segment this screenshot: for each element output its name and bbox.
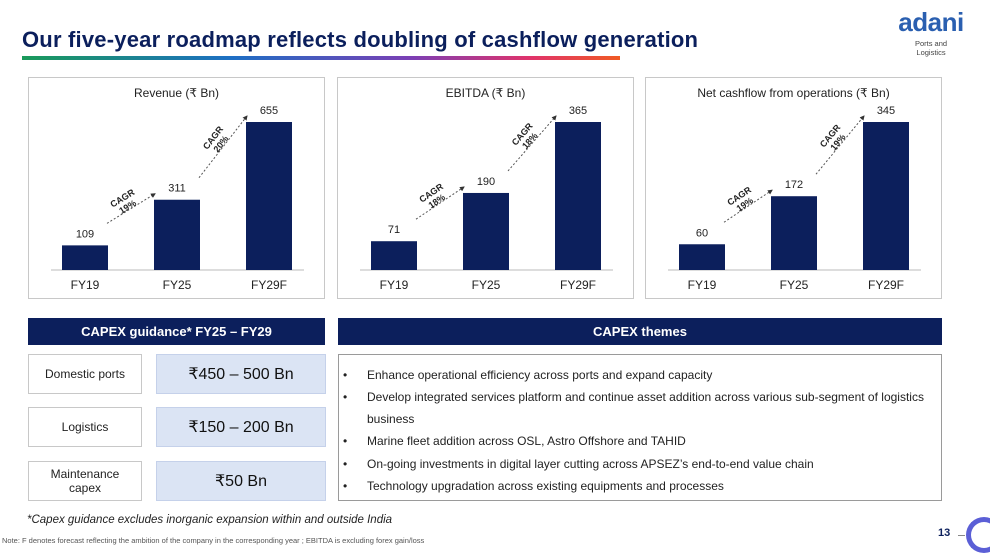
cagr-arrow (198, 115, 248, 179)
x-tick-label: FY25 (472, 278, 501, 292)
data-label: 311 (168, 183, 186, 195)
company-logo: adani Ports and Logistics (890, 8, 972, 57)
divider (958, 535, 965, 536)
bar (463, 192, 509, 270)
bar (62, 245, 108, 270)
capex-guidance-header: CAPEX guidance* FY25 – FY29 (28, 318, 325, 345)
revenue-chart-panel: Revenue (₹ Bn) 109 FY19 311 FY25 655 FY29F CAG… (28, 77, 325, 299)
theme-text: Marine fleet addition across OSL, Astro … (367, 434, 686, 448)
x-tick-label: FY25 (163, 278, 192, 292)
cagr-arrow (507, 115, 557, 172)
data-label: 345 (877, 105, 895, 117)
bullet-icon: • (343, 457, 348, 471)
page-number: 13 (938, 527, 951, 539)
bar (771, 196, 817, 270)
capex-label-domestic-ports: Domestic ports (28, 354, 142, 394)
chart-title: Revenue (₹ Bn) (133, 86, 219, 100)
cagr-label: CAGR19% (818, 122, 851, 156)
bullet-icon: • (343, 479, 348, 493)
cagr-label: CAGR20% (201, 124, 233, 158)
ebitda-chart-panel: EBITDA (₹ Bn) 71 FY19 190 FY25 365 FY29F CAGR1… (337, 77, 634, 299)
chart-title: Net cashflow from operations (₹ Bn) (697, 86, 890, 100)
data-label: 365 (569, 105, 587, 117)
cagr-label: CAGR18% (510, 121, 543, 154)
logo-subtitle-2: Logistics (916, 48, 946, 57)
capex-value-domestic-ports: ₹450 – 500 Bn (156, 354, 326, 394)
data-label: 655 (260, 105, 278, 117)
capex-themes-header: CAPEX themes (338, 318, 942, 345)
data-label: 60 (696, 227, 708, 239)
bullet-icon: • (343, 390, 348, 404)
bullet-icon: • (343, 434, 348, 448)
bar (154, 199, 200, 270)
cagr-arrow (723, 189, 773, 223)
x-tick-label: FY19 (688, 278, 717, 292)
theme-text: On-going investments in digital layer cu… (367, 457, 814, 471)
x-tick-label: FY29F (868, 278, 904, 292)
theme-text: Enhance operational efficiency across po… (367, 368, 713, 382)
forecast-note: Note: F denotes forecast reflecting the … (2, 536, 425, 545)
bar (371, 241, 417, 270)
cagr-arrow (415, 186, 465, 220)
bullet-icon: • (343, 368, 348, 382)
capex-footnote: *Capex guidance excludes inorganic expan… (27, 514, 393, 526)
theme-text: Technology upgradation across existing e… (367, 479, 724, 493)
cashflow-chart-panel: Net cashflow from operations (₹ Bn) 60 FY… (645, 77, 942, 299)
ebitda-chart: 71 FY19 190 FY25 365 FY29F CAGR18% CAGR18% (360, 105, 613, 292)
capex-label-logistics: Logistics (28, 407, 142, 447)
cagr-label: CAGR19% (108, 187, 141, 218)
cagr-arrow (815, 115, 865, 175)
capex-value-logistics: ₹150 – 200 Bn (156, 407, 326, 447)
data-label: 109 (76, 228, 94, 240)
cagr-arrow (106, 193, 156, 224)
bar (555, 122, 601, 270)
x-tick-label: FY19 (71, 278, 100, 292)
x-tick-label: FY25 (780, 278, 809, 292)
logo-wordmark: adani (898, 7, 964, 37)
x-tick-label: FY29F (251, 278, 287, 292)
data-label: 71 (388, 224, 400, 236)
capex-themes-list: • Enhance operational efficiency across … (338, 354, 942, 501)
logo-subtitle-1: Ports and (914, 39, 948, 48)
x-tick-label: FY19 (380, 278, 409, 292)
bar (863, 122, 909, 270)
revenue-chart: 109 FY19 311 FY25 655 FY29F CAGR19% CAGR20% (51, 105, 304, 292)
corner-ring-icon (966, 517, 990, 553)
bar (679, 244, 725, 270)
cagr-label: CAGR18% (417, 181, 451, 213)
data-label: 190 (477, 176, 495, 188)
capex-value-maintenance: ₹50 Bn (156, 461, 326, 501)
page-title: Our five-year roadmap reflects doubling … (22, 27, 699, 52)
bar (246, 122, 292, 270)
chart-title: EBITDA (₹ Bn) (445, 86, 526, 100)
cagr-label: CAGR19% (725, 184, 759, 216)
title-underline (22, 56, 620, 60)
capex-label-maintenance: Maintenance capex (28, 461, 142, 501)
cashflow-chart: 60 FY19 172 FY25 345 FY29F CAGR19% CAGR19% (668, 105, 921, 292)
data-label: 172 (785, 179, 803, 191)
theme-text: Develop integrated services platform and… (367, 390, 924, 426)
x-tick-label: FY29F (560, 278, 596, 292)
